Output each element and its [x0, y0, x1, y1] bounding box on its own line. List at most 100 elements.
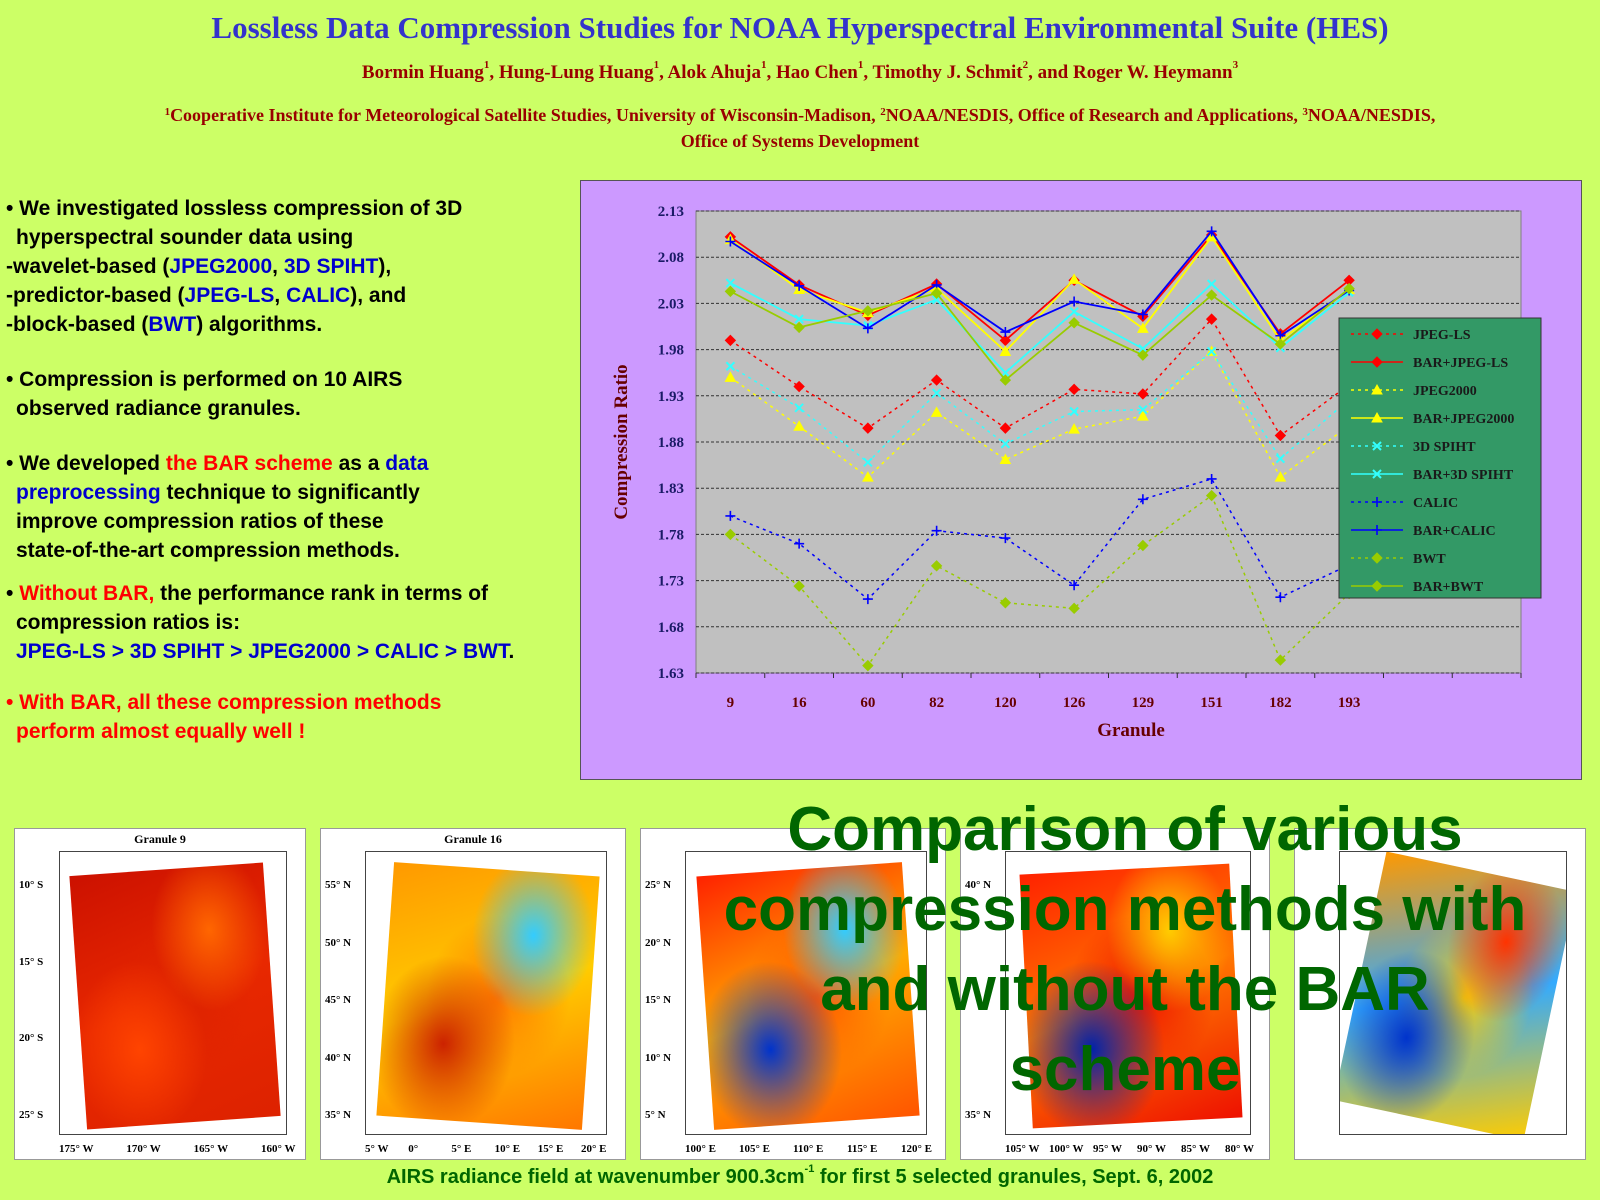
data-point — [1000, 533, 1011, 544]
data-point — [725, 278, 736, 288]
data-point — [724, 285, 737, 298]
data-point — [1274, 471, 1287, 482]
bullet-text: as a — [332, 452, 386, 475]
caption-text: AIRS radiance field at wavenumber 900.3c… — [386, 1166, 805, 1188]
map-lat-label: 25° N — [645, 879, 672, 891]
data-point — [1206, 279, 1217, 289]
data-point — [794, 403, 804, 413]
data-point — [930, 287, 943, 299]
author-sup: 2 — [1022, 59, 1029, 71]
data-point — [1000, 327, 1011, 338]
bullet-text: • With BAR, all these compression method… — [6, 691, 442, 714]
map-lon-label: 90° W — [1137, 1143, 1166, 1155]
affil-sup: 2 — [880, 106, 886, 118]
granule-map-row: Granule 9 10° S 15° S 20° S 25° S 175° W 170° … — [0, 822, 1600, 1162]
method-name: 3D SPIHT — [283, 255, 379, 278]
bullet-text: compression ratios is: — [16, 611, 241, 634]
highlight-text: preprocessing — [16, 481, 161, 504]
y-tick-label: 2.13 — [658, 204, 684, 220]
data-point — [999, 334, 1012, 347]
map-lon-label: 20° E — [581, 1143, 607, 1155]
data-point — [724, 334, 737, 347]
map-lat-label: 25° S — [19, 1109, 44, 1121]
map-lon-label: 15° E — [537, 1143, 564, 1155]
legend-label: CALIC — [1413, 496, 1458, 511]
data-point — [1206, 346, 1217, 357]
map-lon-label: 165° W — [193, 1143, 229, 1155]
map-lon-label: 100° E — [685, 1143, 716, 1155]
legend-marker — [1372, 525, 1382, 535]
data-point — [1205, 489, 1218, 502]
data-point — [1068, 317, 1080, 329]
data-point — [724, 528, 737, 541]
bullet-text: • Compression is performed on 10 AIRS — [6, 368, 403, 391]
highlight-text: the BAR scheme — [165, 452, 333, 475]
bullet-bar-scheme: • We developed the BAR scheme as a data … — [6, 449, 576, 565]
data-point — [1068, 273, 1080, 284]
compression-ratio-chart: 1.63 1.68 1.73 1.78 1.83 1.88 1.93 1.98 2.03 2.08… — [611, 204, 1542, 741]
bullet-text: hyperspectral sounder data using — [16, 226, 354, 249]
x-tick-label: 16 — [792, 695, 808, 711]
legend-label: 3D SPIHT — [1413, 440, 1476, 455]
rank-text: JPEG-LS > 3D SPIHT > JPEG2000 > CALIC > … — [16, 640, 509, 663]
legend-label: JPEG2000 — [1413, 384, 1477, 399]
legend-label: BWT — [1413, 552, 1446, 567]
map-frame — [1339, 851, 1567, 1135]
data-point — [1137, 349, 1149, 361]
y-tick-label: 1.68 — [658, 620, 684, 636]
data-point — [725, 361, 736, 371]
radiance-swath — [69, 862, 282, 1130]
data-point — [1137, 388, 1149, 400]
data-point — [1069, 580, 1080, 591]
map-lon-label: 95° W — [1093, 1143, 1122, 1155]
data-point — [794, 280, 805, 291]
x-tick-label: 120 — [994, 695, 1017, 711]
map-lon-label: 175° W — [59, 1143, 94, 1155]
granule-map: 25° N 20° N 15° N 10° N 5° N 100° E 105° E 110°… — [640, 828, 946, 1160]
granule-map: Granule 9 10° S 15° S 20° S 25° S 175° W 170° … — [14, 828, 306, 1160]
data-point — [931, 388, 942, 398]
data-point — [1137, 322, 1149, 333]
x-tick-label: 60 — [860, 695, 875, 711]
data-point — [862, 659, 874, 672]
y-tick-label: 1.78 — [658, 527, 684, 543]
author-name: Timothy J. Schmit — [872, 62, 1023, 83]
method-name: BWT — [148, 313, 197, 336]
affil-sup: 1 — [164, 106, 171, 118]
map-lon-label: 170° W — [126, 1143, 161, 1155]
bullet-text: • We investigated lossless compression o… — [6, 197, 463, 220]
author-sup: 1 — [857, 59, 864, 71]
map-lon-label: 85° W — [1181, 1143, 1210, 1155]
data-point — [930, 406, 943, 417]
author-name: Roger W. Heymann — [1072, 62, 1233, 83]
map-frame — [685, 851, 927, 1135]
data-point — [999, 374, 1012, 386]
legend-marker — [1371, 411, 1383, 423]
map-lat-label: 5° N — [645, 1109, 666, 1121]
bullet-text: the performance rank in terms of — [154, 582, 489, 605]
data-point — [794, 314, 804, 324]
map-lat-label: 20° S — [19, 1032, 44, 1045]
method-name: CALIC — [286, 284, 351, 307]
data-point — [1205, 313, 1218, 325]
bullet-text: -block-based ( — [6, 313, 149, 336]
legend-marker — [1372, 469, 1382, 479]
author-sup: 1 — [653, 59, 660, 71]
bullet-text: , — [274, 284, 287, 307]
data-point — [1137, 494, 1148, 505]
data-point — [999, 453, 1012, 465]
bullet-text: -wavelet-based ( — [6, 255, 170, 278]
x-tick-label: 129 — [1132, 695, 1155, 711]
bullet-conclusion: • With BAR, all these compression method… — [6, 688, 576, 746]
series-line — [729, 229, 1350, 337]
data-point — [1206, 226, 1217, 237]
data-point — [794, 538, 805, 549]
granule-map-title: Granule 9 — [134, 832, 186, 846]
map-lat-label: 15° S — [19, 955, 44, 968]
map-lat-label: 35° N — [325, 1109, 352, 1121]
data-point — [999, 345, 1012, 356]
y-tick-label: 1.73 — [658, 574, 684, 590]
data-point — [1000, 439, 1011, 449]
x-tick-label: 82 — [929, 695, 944, 711]
data-point — [999, 597, 1012, 609]
